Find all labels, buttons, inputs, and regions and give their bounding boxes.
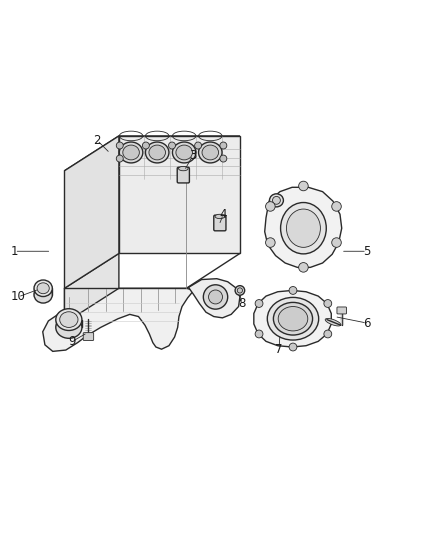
Circle shape: [332, 201, 341, 211]
Polygon shape: [254, 290, 331, 347]
Polygon shape: [64, 136, 119, 288]
Circle shape: [332, 238, 341, 247]
Text: 10: 10: [11, 290, 25, 303]
Ellipse shape: [325, 318, 341, 326]
Ellipse shape: [119, 142, 143, 163]
Text: 8: 8: [238, 297, 245, 310]
Ellipse shape: [56, 317, 82, 338]
Ellipse shape: [202, 145, 219, 160]
Ellipse shape: [179, 166, 188, 171]
Text: 1: 1: [11, 245, 18, 258]
Ellipse shape: [286, 209, 321, 247]
Circle shape: [324, 330, 332, 338]
Circle shape: [169, 142, 176, 149]
Ellipse shape: [281, 203, 326, 254]
Text: 5: 5: [363, 245, 371, 258]
Ellipse shape: [37, 283, 49, 294]
Ellipse shape: [235, 286, 245, 295]
FancyBboxPatch shape: [177, 167, 189, 183]
Text: 9: 9: [69, 335, 76, 348]
Circle shape: [208, 290, 223, 304]
Polygon shape: [119, 136, 240, 254]
Polygon shape: [188, 279, 240, 318]
Text: 3: 3: [189, 149, 197, 162]
FancyBboxPatch shape: [83, 333, 94, 341]
Ellipse shape: [237, 288, 243, 293]
Text: 7: 7: [276, 343, 283, 356]
Ellipse shape: [273, 302, 313, 335]
Ellipse shape: [60, 312, 78, 327]
Circle shape: [265, 201, 275, 211]
Ellipse shape: [123, 145, 139, 160]
Ellipse shape: [34, 280, 52, 296]
Ellipse shape: [215, 214, 225, 219]
Polygon shape: [64, 136, 240, 171]
Circle shape: [289, 287, 297, 294]
Polygon shape: [64, 254, 119, 323]
Circle shape: [255, 300, 263, 308]
Ellipse shape: [145, 142, 169, 163]
Ellipse shape: [56, 309, 82, 330]
Circle shape: [203, 285, 228, 309]
Circle shape: [324, 300, 332, 308]
Circle shape: [142, 142, 149, 149]
Circle shape: [116, 142, 123, 149]
Ellipse shape: [149, 145, 166, 160]
Text: 2: 2: [93, 134, 101, 147]
FancyBboxPatch shape: [214, 215, 226, 231]
Circle shape: [194, 142, 201, 149]
Circle shape: [220, 155, 227, 162]
FancyBboxPatch shape: [337, 307, 346, 314]
Ellipse shape: [267, 297, 319, 340]
Ellipse shape: [176, 145, 192, 160]
Ellipse shape: [173, 142, 196, 163]
Ellipse shape: [272, 197, 280, 204]
Ellipse shape: [269, 194, 283, 207]
Circle shape: [289, 343, 297, 351]
Circle shape: [299, 181, 308, 191]
Text: 4: 4: [219, 208, 227, 221]
Ellipse shape: [198, 142, 222, 163]
Polygon shape: [265, 187, 342, 268]
Circle shape: [265, 238, 275, 247]
Circle shape: [299, 263, 308, 272]
Circle shape: [116, 155, 123, 162]
Ellipse shape: [34, 287, 52, 303]
Polygon shape: [43, 288, 194, 351]
Ellipse shape: [278, 306, 308, 331]
Text: 6: 6: [363, 317, 371, 329]
Circle shape: [255, 330, 263, 338]
Circle shape: [220, 142, 227, 149]
